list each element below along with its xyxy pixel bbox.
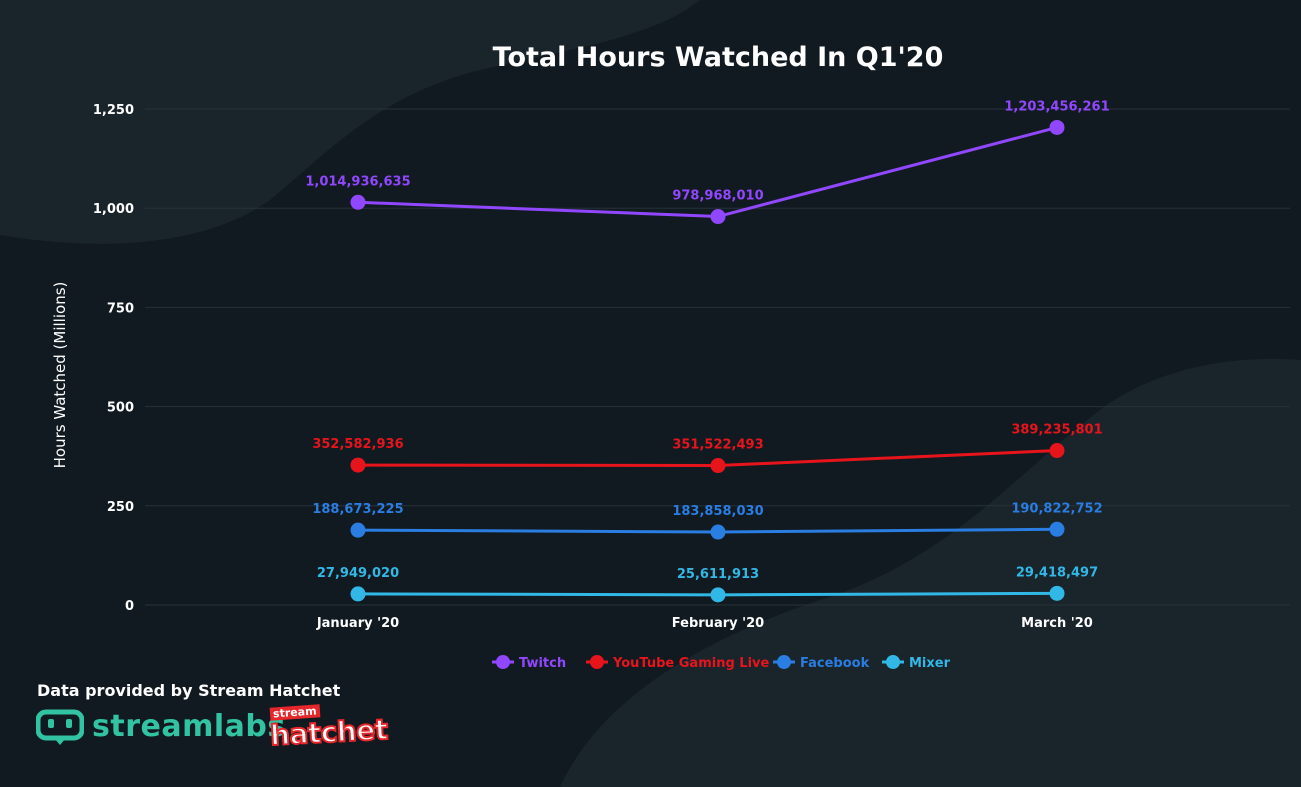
series-line bbox=[357, 449, 1058, 468]
data-label: 188,673,225 bbox=[312, 502, 403, 517]
legend-label: Twitch bbox=[519, 656, 566, 671]
streamlabs-logo: streamlabs bbox=[36, 706, 286, 746]
series-lines: 1,014,936,635 978,968,010 1,203,456,261 352… bbox=[305, 99, 1110, 603]
hatchet-logo-big-text: hatchet bbox=[268, 712, 389, 753]
data-point bbox=[350, 522, 366, 538]
legend-swatch-marker bbox=[590, 655, 604, 669]
x-tick-label: February '20 bbox=[672, 616, 764, 631]
series-group: 27,949,020 25,611,913 29,418,497 bbox=[317, 565, 1098, 603]
data-point bbox=[710, 458, 726, 474]
legend-item: Mixer bbox=[882, 655, 951, 671]
data-point bbox=[1049, 585, 1065, 601]
data-point bbox=[710, 524, 726, 540]
data-point bbox=[1049, 443, 1065, 459]
y-tick-label: 1,000 bbox=[93, 202, 134, 217]
data-label: 389,235,801 bbox=[1011, 423, 1102, 438]
y-tick-label: 0 bbox=[125, 599, 134, 614]
legend-item: Facebook bbox=[773, 655, 870, 671]
chart-title: Total Hours Watched In Q1'20 bbox=[493, 42, 944, 73]
legend-label: YouTube Gaming Live bbox=[612, 656, 769, 671]
legend-label: Mixer bbox=[909, 656, 951, 671]
data-point bbox=[350, 586, 366, 602]
x-axis-ticks: January '20 February '20 March '20 bbox=[316, 616, 1093, 631]
series-group: 352,582,936 351,522,493 389,235,801 bbox=[312, 423, 1103, 474]
y-tick-label: 750 bbox=[107, 301, 134, 316]
data-point bbox=[350, 457, 366, 473]
y-tick-label: 1,250 bbox=[93, 103, 134, 118]
legend-swatch-marker bbox=[496, 655, 510, 669]
series-line bbox=[357, 591, 1058, 597]
y-tick-label: 500 bbox=[107, 401, 134, 416]
legend-label: Facebook bbox=[800, 656, 870, 671]
streamlabs-logo-text: streamlabs bbox=[92, 708, 286, 744]
data-label: 190,822,752 bbox=[1011, 501, 1102, 516]
legend-item: Twitch bbox=[492, 655, 566, 671]
gridlines bbox=[145, 108, 1290, 606]
legend-item: YouTube Gaming Live bbox=[586, 655, 769, 671]
data-point bbox=[1049, 119, 1065, 135]
data-label: 352,582,936 bbox=[312, 437, 403, 452]
data-label: 183,858,030 bbox=[672, 504, 763, 519]
data-point bbox=[350, 194, 366, 210]
streamlabs-icon bbox=[36, 709, 84, 745]
data-label: 1,203,456,261 bbox=[1004, 99, 1109, 114]
legend: Twitch YouTube Gaming Live Facebook Mixer bbox=[492, 655, 951, 671]
stream-hatchet-logo: stream hatchet bbox=[268, 704, 390, 753]
series-group: 1,014,936,635 978,968,010 1,203,456,261 bbox=[305, 99, 1110, 225]
data-credit: Data provided by Stream Hatchet bbox=[37, 681, 341, 700]
data-point bbox=[710, 587, 726, 603]
series-group: 188,673,225 183,858,030 190,822,752 bbox=[312, 501, 1103, 540]
y-tick-label: 250 bbox=[107, 500, 134, 515]
data-point bbox=[1049, 521, 1065, 537]
y-axis-ticks: 0 250 500 750 1,000 1,250 bbox=[93, 103, 134, 614]
series-line bbox=[357, 527, 1058, 534]
data-label: 978,968,010 bbox=[672, 189, 763, 204]
data-label: 29,418,497 bbox=[1016, 565, 1098, 580]
x-tick-label: January '20 bbox=[316, 616, 399, 631]
legend-swatch-marker bbox=[777, 655, 791, 669]
legend-swatch-marker bbox=[886, 655, 900, 669]
x-tick-label: March '20 bbox=[1021, 616, 1093, 631]
data-label: 25,611,913 bbox=[677, 567, 759, 582]
data-label: 351,522,493 bbox=[672, 438, 763, 453]
data-label: 1,014,936,635 bbox=[305, 174, 410, 189]
data-label: 27,949,020 bbox=[317, 566, 399, 581]
data-point bbox=[710, 209, 726, 225]
y-axis-label: Hours Watched (Millions) bbox=[51, 282, 69, 469]
